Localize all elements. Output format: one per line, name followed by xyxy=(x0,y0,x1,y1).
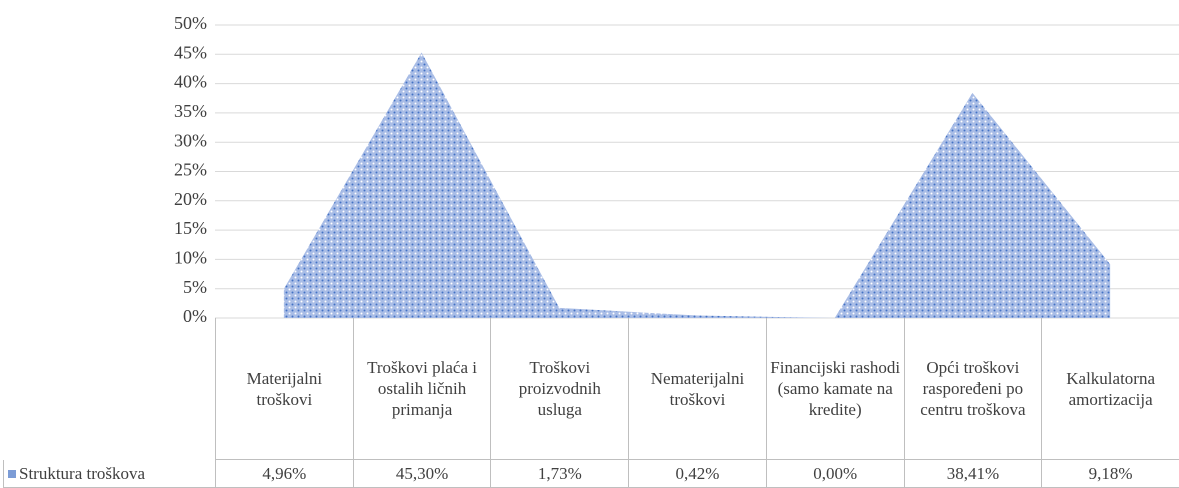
area xyxy=(283,52,1111,319)
value-cell: 0,42% xyxy=(628,460,767,488)
y-tick-label: 0% xyxy=(183,306,207,326)
y-tick-label: 50% xyxy=(174,13,207,33)
y-tick-label: 15% xyxy=(174,218,207,238)
y-tick-label: 10% xyxy=(174,248,207,268)
y-tick-label: 25% xyxy=(174,160,207,180)
y-tick-label: 30% xyxy=(174,130,207,150)
value-cell: 38,41% xyxy=(903,460,1043,488)
value-cell: 1,73% xyxy=(490,460,630,488)
y-tick-label: 20% xyxy=(174,189,207,209)
category-cell: Troškovi plaća i ostalih ličnih primanja xyxy=(352,318,492,460)
category-cell: Troškovi proizvodnih usluga xyxy=(490,318,630,460)
category-cell: Kalkulatorna amortizacija xyxy=(1041,318,1179,460)
category-cell: Opći troškovi raspoređeni po centru troš… xyxy=(903,318,1043,460)
y-tick-label: 40% xyxy=(174,72,207,92)
y-tick-label: 45% xyxy=(174,42,207,62)
value-cell: 0,00% xyxy=(765,460,905,488)
legend-key xyxy=(8,469,16,478)
y-tick-label: 35% xyxy=(174,101,207,121)
value-cell: 4,96% xyxy=(215,460,354,488)
value-cell: 9,18% xyxy=(1041,460,1179,488)
category-cell: Financijski rashodi (samo kamate na kred… xyxy=(765,318,905,460)
y-tick-label: 5% xyxy=(183,277,207,297)
legend-cell: Struktura troškova xyxy=(3,460,216,488)
category-cell: Materijalni troškovi xyxy=(215,318,354,460)
legend-label: Struktura troškova xyxy=(19,464,146,483)
category-cell: Nematerijalni troškovi xyxy=(628,318,767,460)
value-cell: 45,30% xyxy=(352,460,492,488)
